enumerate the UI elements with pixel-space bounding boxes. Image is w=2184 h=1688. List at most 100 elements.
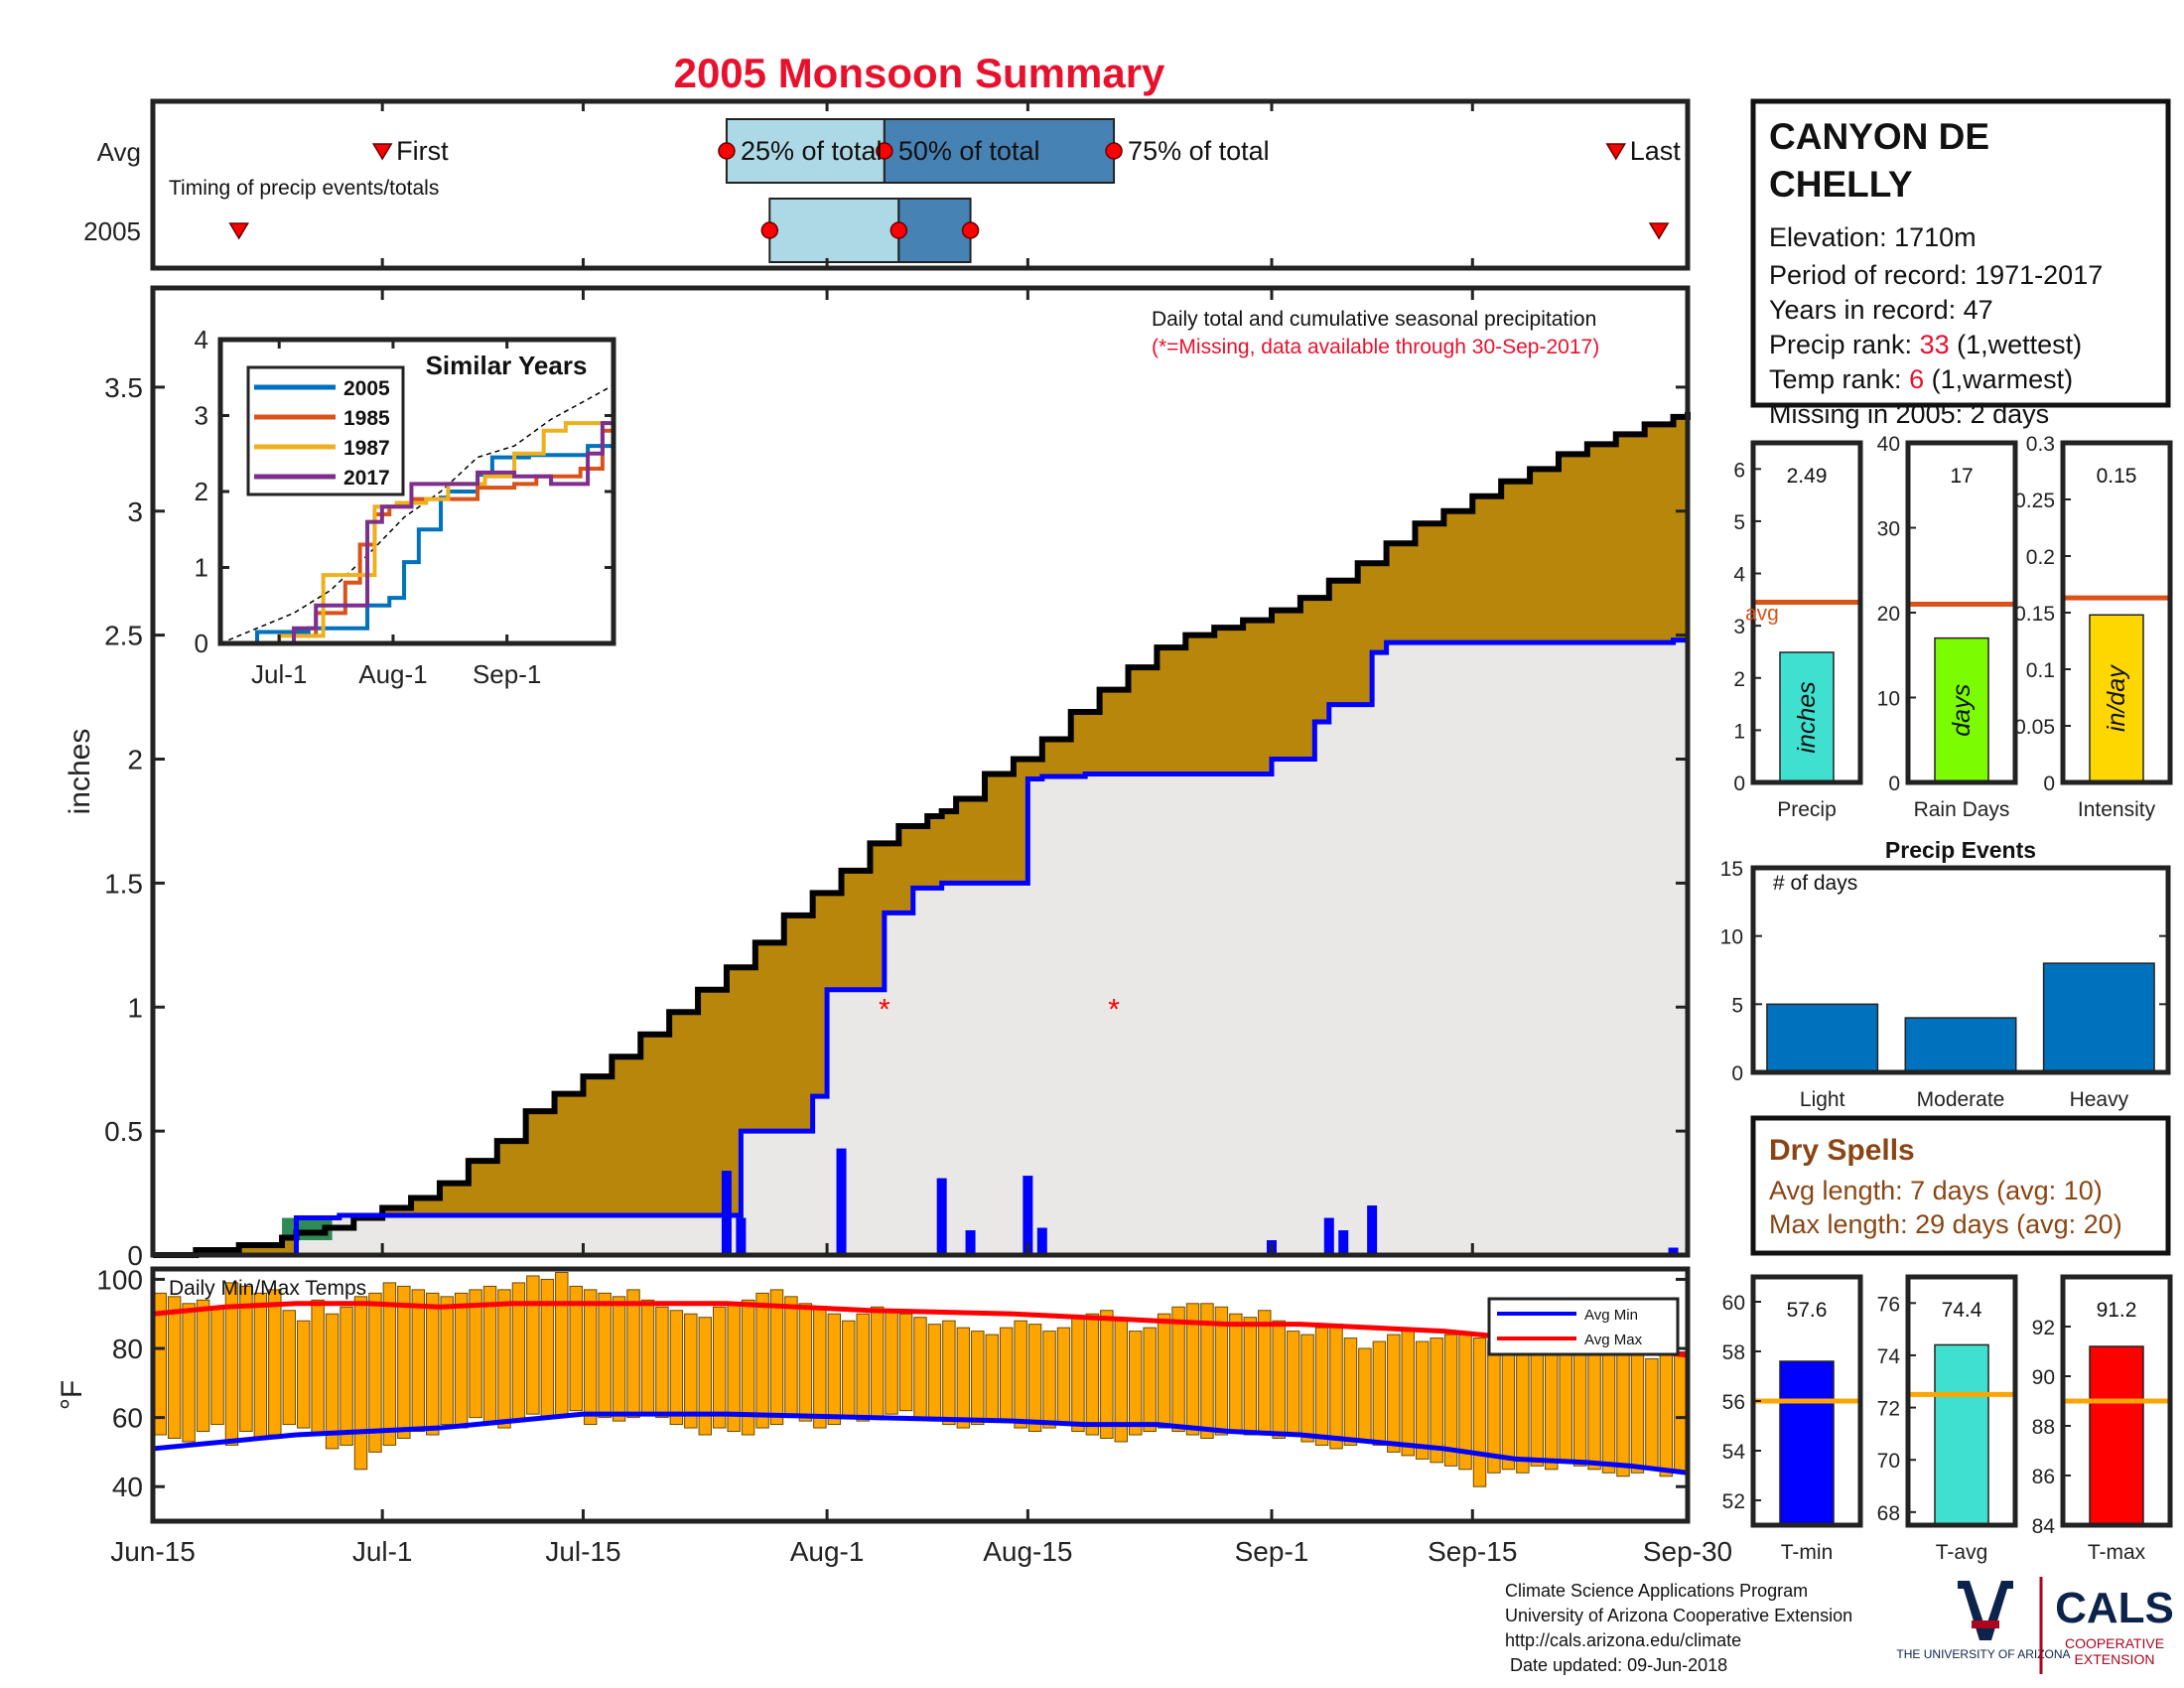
daily-precip-bar [965,1230,976,1255]
footer-line3: http://cals.arizona.edu/climate [1505,1630,1741,1650]
temp-range-bar [1401,1331,1415,1457]
inset-x-tick-label: Sep-1 [473,659,541,689]
station-name-line2: CHELLY [1769,164,1913,205]
university-of-arizona-logo: THE UNIVERSITY OF ARIZONA CALS COOPERATI… [1896,1577,2174,1674]
station-precip-rank: Precip rank: 33 (1,wettest) [1769,330,2082,359]
temp-range-bar [1129,1331,1143,1436]
missing-data-marker: * [879,993,890,1026]
temp-range-bar [1443,1334,1458,1467]
metric-y-tick-label: 68 [1877,1502,1900,1525]
temp-ylabel: °F [56,1380,88,1410]
temp-range-bar [1559,1344,1572,1464]
daily-precip-bar [1323,1217,1334,1255]
timing-triangle-first-icon [371,143,393,161]
temp-frame [150,1266,1691,1524]
date-axis-label: Sep-15 [1428,1536,1517,1567]
station-period: Period of record: 1971-2017 [1769,260,2103,290]
avg-cumulative-line [153,411,1691,1258]
temp-range-bar [1343,1337,1358,1446]
station-temp-rank: Temp rank: 6 (1,warmest) [1769,364,2073,394]
inset-x-tick-label: Aug-1 [358,659,427,689]
dry-spells-title: Dry Spells [1769,1134,1915,1167]
precip-y-tick-label: 1 [127,992,143,1023]
daily-precip-bar [1668,1247,1679,1255]
precip-ylabel: inches [64,729,96,815]
metric-y-tick-label: 84 [2032,1515,2056,1538]
temp-range-bar [167,1296,182,1439]
daily-precip-bar [1023,1176,1033,1255]
temp-range-bar [1587,1347,1601,1471]
temp-range-bar [755,1292,769,1429]
inset-y-tick-label: 4 [195,325,208,354]
temp-range-bar [1085,1313,1100,1436]
inset-x-tick-label: Jul-1 [251,659,307,689]
metric-frame [1750,440,1863,785]
metric-avg-label: avg [1745,602,1779,625]
metric-y-tick-label: 3 [1733,616,1745,638]
metric-y-tick-label: 2 [1733,668,1745,691]
temp-range-bar [1630,1354,1645,1474]
temp-range-bar [1372,1340,1387,1446]
temp-range-bar [497,1289,511,1429]
temp-range-bar [1100,1310,1114,1439]
timing-marker-q75 [961,221,980,239]
cumulative-2005-line [153,634,1691,1258]
temp-range-bar [1358,1347,1372,1443]
temp-range-bar [769,1289,784,1426]
temp-range-bar [397,1285,411,1439]
timing-q25-label: 25% of total [741,136,883,166]
temp-range-bar [1243,1317,1258,1436]
cals-sub2: EXTENSION [2075,1651,2155,1667]
metric-y-tick-label: 90 [2032,1366,2055,1389]
temp-range-bar [655,1306,669,1419]
inset-legend-label-2005: 2005 [343,377,390,400]
temp-range-bar [741,1299,755,1436]
metric-y-tick-label: 88 [2032,1416,2055,1439]
timing-row-year: 2005 [83,216,141,246]
metric-y-tick-label: 5 [1733,511,1745,534]
metric-y-tick-label: 86 [2032,1466,2055,1488]
temp-range-bar [598,1292,612,1419]
metric-y-tick-label: 60 [1722,1292,1745,1315]
temp-range-bar [1472,1337,1487,1487]
temp-range-bar [1056,1327,1071,1426]
temp-rank-value: 6 [1909,364,1924,394]
temp-range-bar [1027,1324,1042,1433]
temp-range-bar [469,1289,482,1419]
metric-value-label: 74.4 [1942,1299,1982,1322]
temp-range-bar [540,1278,555,1419]
precip-frame [150,285,1691,1258]
temp-range-bar [712,1306,727,1429]
events-y-tick-label: 10 [1720,926,1743,949]
temp-range-bar [999,1327,1014,1422]
metric-bar-t-min [1779,1360,1835,1526]
station-name-line1: CANYON DE [1769,116,1989,157]
temp-range-bar [640,1299,655,1415]
temp-range-bar [1616,1347,1630,1477]
metric-y-tick-label: 20 [1877,603,1900,626]
cumulative-2005-fill [153,634,1688,1255]
timing-first-label: First [396,136,449,166]
temp-range-bar [913,1317,927,1419]
temp-range-bar [1143,1327,1157,1433]
precip-events-panel: Precip Events # of days Light Moderate Hea… [1720,837,2171,1111]
timing-panel: First 25% of total 50% of total 75% of tota… [83,98,1691,271]
temp-range-bar [282,1310,296,1426]
temp-range-bar [353,1296,368,1471]
metric-y-tick-label: 72 [1877,1398,1900,1421]
metric-category-label: T-avg [1936,1541,1988,1564]
inset-y-tick-label: 1 [195,553,208,583]
date-axis: Jun-15 Jul-1 Jul-15 Aug-1 Aug-15 Sep-1 Sep-15 S… [110,1536,1732,1567]
temp-range-bar [239,1285,253,1433]
precip-y-tick-label: 2 [127,745,143,775]
temp-title: Daily Min/Max Temps [169,1277,366,1300]
timing-box-q25-q50 [768,198,900,263]
temp-range-bar [827,1313,842,1426]
temp-range-bar [1185,1303,1200,1436]
metric-y-tick-label: 54 [1722,1441,1746,1464]
metric-value-label: 2.49 [1787,465,1828,488]
timing-last-label: Last [1630,136,1682,166]
ua-logo-text: THE UNIVERSITY OF ARIZONA [1896,1647,2070,1661]
temp-rank-note: (1,warmest) [1932,364,2074,394]
temp-range-bar [325,1313,340,1450]
